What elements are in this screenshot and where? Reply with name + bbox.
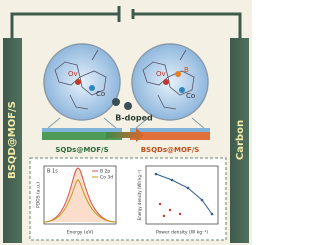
slab-top: [42, 128, 122, 132]
atom-label: B: [184, 66, 189, 74]
atom-label: Ov: [156, 70, 166, 78]
atom: [89, 85, 95, 91]
axis-label: Power density (W kg⁻¹): [156, 230, 208, 236]
material-label: BSQDs@MOF/S: [141, 146, 200, 154]
zoom-line: [47, 117, 117, 129]
markers: [154, 172, 214, 216]
axis-label: Energy (eV): [67, 230, 94, 236]
axis-label: Energy density (Wh kg⁻¹): [137, 169, 142, 220]
legend-label: Co 3d: [100, 175, 113, 181]
structure-circle: [131, 43, 209, 121]
atom-label: Co: [186, 92, 195, 100]
atom: [163, 79, 169, 85]
atom-label: Ov: [68, 70, 78, 78]
curve: [43, 179, 117, 223]
atom-label: Co: [96, 90, 105, 98]
plot-frame: [145, 165, 219, 225]
panel-label: B 1s: [47, 169, 58, 175]
wire: [10, 12, 242, 38]
molecule: [142, 49, 195, 110]
legend-label: B 2p: [100, 169, 110, 175]
zoom-line: [135, 117, 205, 129]
material-label: SQDs@MOF/S: [55, 146, 108, 154]
process-label: B-doped: [115, 114, 153, 123]
electrode-label: BSQD@MOF/S: [7, 101, 18, 179]
atom: [75, 79, 81, 85]
slab-top: [130, 128, 210, 132]
electrode-label: Carbon: [235, 120, 246, 160]
molecule: [54, 49, 107, 110]
axis-label: PDOS (a.u.): [36, 182, 42, 208]
left-electrode: [3, 38, 22, 243]
boron-ball: [124, 102, 132, 110]
figure: BSQD@MOF/S Carbon Ov Co SQDs@MOF/S Ov B …: [0, 0, 252, 245]
atom: [179, 87, 185, 93]
boron-ball: [112, 98, 120, 106]
right-electrode: [230, 38, 249, 243]
plot-frame: [43, 165, 117, 225]
arrow: [106, 128, 144, 142]
markers: [158, 202, 182, 218]
atom: [175, 71, 181, 77]
plot-panel: [29, 157, 227, 241]
curve: [43, 167, 117, 223]
structure-circle: [43, 43, 121, 121]
